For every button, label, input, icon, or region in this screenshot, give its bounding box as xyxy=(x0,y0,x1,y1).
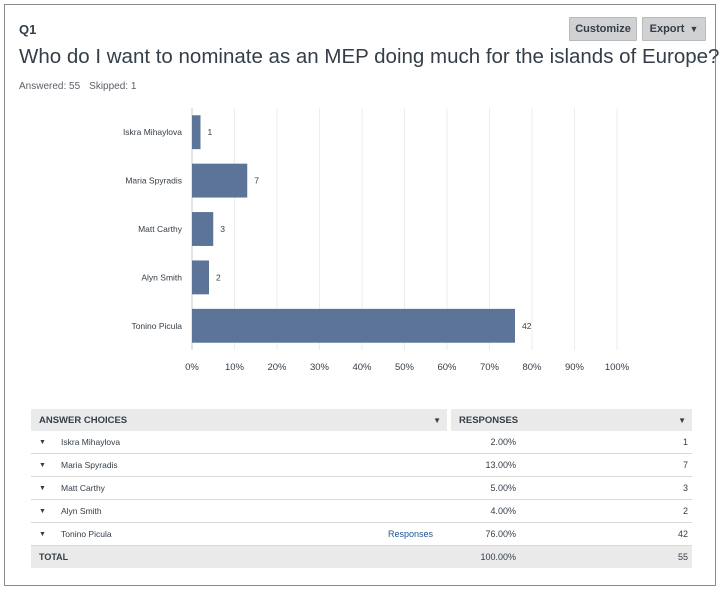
answered-count: Answered: 55 xyxy=(19,81,81,92)
export-label: Export xyxy=(649,23,685,35)
answer-choices-header-label: ANSWER CHOICES xyxy=(39,414,128,426)
answer-choice-label: Maria Spyradis xyxy=(61,460,118,470)
response-stats: Answered: 55 Skipped: 1 xyxy=(19,81,136,92)
x-tick-label: 40% xyxy=(352,362,372,373)
response-percent: 4.00% xyxy=(490,506,516,516)
expand-arrow-icon[interactable]: ▼ xyxy=(39,530,46,538)
data-label: 1 xyxy=(208,127,213,137)
table-row: ▼ Alyn Smith 4.00% 2 xyxy=(31,500,692,523)
data-label: 2 xyxy=(216,272,221,282)
x-tick-label: 80% xyxy=(522,362,542,373)
table-row: ▼ Iskra Mihaylova 2.00% 1 xyxy=(31,431,692,454)
bar xyxy=(192,308,515,343)
expand-arrow-icon[interactable]: ▼ xyxy=(39,484,46,492)
expand-arrow-icon[interactable]: ▼ xyxy=(39,461,46,469)
bar xyxy=(192,115,201,150)
response-count: 1 xyxy=(682,437,688,447)
bar xyxy=(192,163,248,198)
skipped-count: Skipped: 1 xyxy=(89,81,137,92)
x-tick-label: 20% xyxy=(267,362,287,373)
sort-down-icon[interactable]: ▼ xyxy=(433,415,441,425)
category-label: Iskra Mihaylova xyxy=(123,127,182,137)
question-card: Q1 Customize Export ▼ Who do I want to n… xyxy=(4,4,720,586)
expand-arrow-icon[interactable]: ▼ xyxy=(39,507,46,515)
answer-choice-label: Tonino Picula xyxy=(61,529,112,539)
x-tick-label: 10% xyxy=(225,362,245,373)
customize-button[interactable]: Customize xyxy=(569,17,637,41)
response-count: 42 xyxy=(677,529,688,539)
total-count: 55 xyxy=(677,552,688,562)
data-label: 42 xyxy=(522,321,532,331)
table-row: ▼ Matt Carthy 5.00% 3 xyxy=(31,477,692,500)
table-body: ▼ Iskra Mihaylova 2.00% 1 ▼ Maria Spyradis 13.… xyxy=(31,431,692,546)
category-label: Tonino Picula xyxy=(131,321,182,331)
response-count: 3 xyxy=(682,483,688,493)
bar xyxy=(192,212,214,246)
answer-choice-label: Iskra Mihaylova xyxy=(61,437,121,447)
header-divider xyxy=(447,409,451,431)
expand-arrow-icon[interactable]: ▼ xyxy=(39,438,46,446)
category-label: Alyn Smith xyxy=(141,272,182,282)
answer-choices-header[interactable]: ANSWER CHOICES ▼ xyxy=(31,409,447,431)
responses-link[interactable]: Responses xyxy=(388,529,434,539)
responses-header[interactable]: RESPONSES ▼ xyxy=(451,409,692,431)
export-button[interactable]: Export ▼ xyxy=(642,17,706,41)
bar-chart: 0% 10% 20% 30% 40% 50% 60% 70% 80% 90% 100% Iskra M… xyxy=(123,108,630,373)
answer-choice-label: Matt Carthy xyxy=(61,483,105,493)
table-row: ▼ Maria Spyradis 13.00% 7 xyxy=(31,454,692,477)
response-count: 2 xyxy=(682,506,688,516)
data-label: 7 xyxy=(254,176,259,186)
x-tick-label: 0% xyxy=(185,362,199,373)
table-header: ANSWER CHOICES ▼ RESPONSES ▼ xyxy=(31,409,692,431)
table-row: ▼ Tonino Picula Responses 76.00% 42 xyxy=(31,523,692,546)
x-tick-label: 70% xyxy=(480,362,500,373)
data-label: 3 xyxy=(220,224,225,234)
bar xyxy=(192,260,209,295)
category-label: Maria Spyradis xyxy=(125,176,182,186)
total-percent: 100.00% xyxy=(480,552,516,562)
category-label: Matt Carthy xyxy=(138,224,183,234)
x-tick-label: 100% xyxy=(605,362,630,373)
answer-table: ANSWER CHOICES ▼ RESPONSES ▼ ▼ Iskra Miha… xyxy=(31,409,692,568)
response-percent: 5.00% xyxy=(490,483,516,493)
responses-header-label: RESPONSES xyxy=(459,414,519,426)
sort-down-icon[interactable]: ▼ xyxy=(678,415,686,425)
total-row: TOTAL 100.00% 55 xyxy=(31,546,692,568)
answer-choice-label: Alyn Smith xyxy=(61,506,102,516)
x-tick-label: 90% xyxy=(565,362,585,373)
x-tick-label: 60% xyxy=(437,362,457,373)
response-percent: 2.00% xyxy=(490,437,516,447)
response-percent: 76.00% xyxy=(485,529,516,539)
total-label: TOTAL xyxy=(39,552,69,562)
x-tick-label: 30% xyxy=(310,362,330,373)
question-number: Q1 xyxy=(19,22,37,37)
question-title: Who do I want to nominate as an MEP doin… xyxy=(19,45,720,68)
caret-down-icon: ▼ xyxy=(689,24,699,34)
response-percent: 13.00% xyxy=(485,460,516,470)
response-count: 7 xyxy=(682,460,688,470)
x-tick-label: 50% xyxy=(395,362,415,373)
